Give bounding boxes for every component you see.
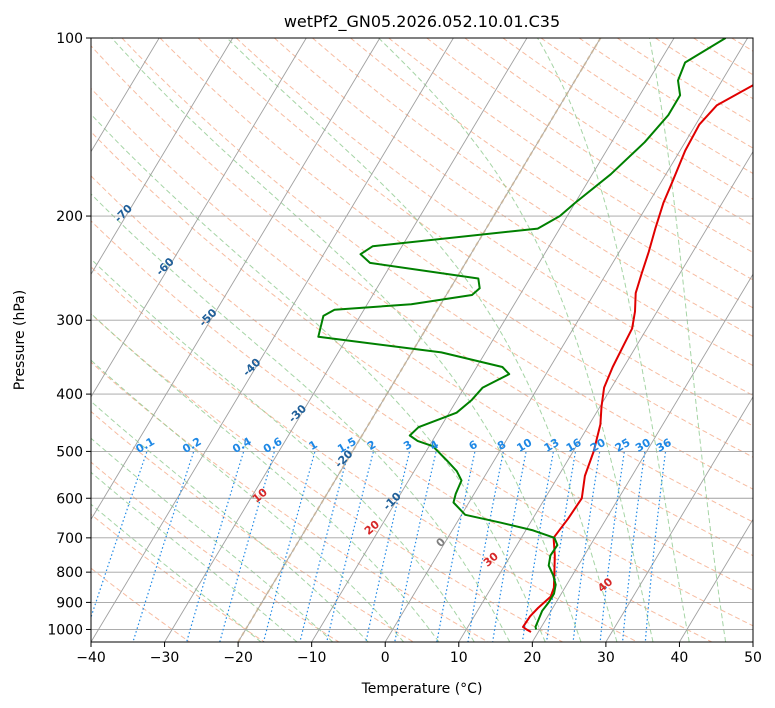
- mixing-ratio-line: [262, 451, 316, 642]
- x-tick-label: 20: [523, 650, 541, 666]
- y-tick-label: 700: [56, 531, 83, 547]
- mixing-ratio-line: [326, 451, 374, 642]
- mixing-ratio-line: [186, 451, 245, 642]
- isotherm: [311, 38, 675, 642]
- x-tick-label: 40: [671, 650, 689, 666]
- x-axis: −40 −30 −20 −10 0 10 20 30 40 50: [76, 642, 762, 666]
- isotherm: [0, 38, 12, 642]
- dry-adiabat: [91, 38, 563, 642]
- mixing-ratio-line: [521, 451, 554, 642]
- mixing-ratio-line: [572, 452, 601, 642]
- x-tick-label: 50: [744, 650, 762, 666]
- isotherm-label: -80: [70, 149, 93, 172]
- y-tick-label: 900: [56, 595, 83, 611]
- dry-adiabat: [91, 38, 713, 642]
- dry-adiabat: [502, 38, 753, 642]
- mixing-ratio-line: [132, 451, 195, 642]
- dry-adiabat: [121, 38, 753, 642]
- isotherm: [91, 38, 234, 642]
- mixing-ratio-line: [394, 451, 437, 642]
- mixing-ratio-line: [365, 451, 410, 642]
- dry-adiabat: [312, 38, 753, 642]
- plot-frame: [90, 37, 754, 643]
- dry-adiabat: [159, 38, 753, 642]
- y-tick-label: 400: [56, 387, 83, 403]
- dry-adiabat: [388, 38, 753, 642]
- mixing-ratio-line: [599, 452, 625, 642]
- dry-adiabat: [235, 38, 753, 642]
- special-isotherm: [237, 38, 602, 642]
- moist-adiabat: [537, 38, 690, 642]
- mixing-ratio-line: [644, 452, 667, 642]
- moist-adiabat: [91, 234, 334, 642]
- mixing-ratio-line: [622, 452, 646, 642]
- isotherm: [91, 38, 307, 642]
- moist-adiabat: [648, 38, 727, 642]
- y-axis-title: Pressure (hPa): [12, 290, 28, 390]
- mixing-ratio-line: [219, 451, 275, 642]
- dry-adiabat: [91, 38, 489, 642]
- isotherm-label: -90: [29, 95, 52, 118]
- mixing-ratio-line: [546, 452, 576, 642]
- mixing-ratio-line: [467, 451, 504, 642]
- dry-adiabat: [91, 38, 753, 642]
- x-tick-label: 10: [450, 650, 468, 666]
- y-tick-label: 1000: [47, 622, 83, 638]
- mixing-ratio-line: [299, 451, 350, 642]
- dry-adiabat: [197, 38, 753, 642]
- sounding-series: [317, 38, 753, 633]
- dry-adiabat: [91, 38, 265, 642]
- x-tick-label: −20: [223, 650, 253, 666]
- moist-adiabat: [378, 38, 654, 642]
- chart-title: wetPf2_GN05.2026.052.10.01.C35: [284, 12, 560, 32]
- isotherm: [91, 38, 160, 642]
- isotherm: [91, 38, 454, 642]
- y-tick-label: 100: [56, 31, 83, 47]
- temperature-profile: [522, 38, 753, 633]
- isotherm-label: -100: [0, 38, 14, 67]
- moist-adiabat: [91, 38, 546, 642]
- isotherm: [752, 38, 753, 642]
- isotherm: [458, 38, 753, 642]
- plot-area: [91, 38, 753, 642]
- dry-adiabat: [91, 38, 753, 642]
- isotherm: [91, 38, 381, 642]
- x-tick-label: 30: [597, 650, 615, 666]
- x-tick-label: −40: [76, 650, 106, 666]
- mixing-ratio-line: [436, 451, 476, 642]
- mixing-ratio-line: [91, 451, 148, 642]
- background-grid: [0, 38, 753, 642]
- isotherm: [605, 38, 753, 642]
- isotherm: [531, 38, 753, 642]
- moist-adiabat: [91, 181, 404, 642]
- dry-adiabat: [464, 38, 753, 642]
- dry-adiabat: [578, 38, 753, 642]
- isotherm: [384, 38, 749, 642]
- x-tick-label: −30: [150, 650, 180, 666]
- y-axis: 100 200 300 400 500 600 700 800 900 1000: [47, 31, 91, 638]
- x-axis-title: Temperature (°C): [361, 681, 483, 697]
- dry-adiabat: [426, 38, 753, 642]
- x-tick-label: 0: [381, 650, 390, 666]
- moist-adiabat: [91, 114, 475, 642]
- y-tick-label: 200: [56, 209, 83, 225]
- dry-adiabat: [91, 38, 340, 642]
- x-tick-label: −10: [297, 650, 327, 666]
- y-tick-label: 600: [56, 491, 83, 507]
- moist-adiabat: [91, 278, 262, 642]
- moist-adiabat: [91, 209, 369, 642]
- mixing-ratio-line: [492, 451, 527, 642]
- isotherm: [679, 38, 753, 642]
- y-tick-label: 500: [56, 444, 83, 460]
- moist-adiabat: [111, 38, 582, 642]
- dewpoint-profile: [317, 38, 727, 630]
- y-tick-label: 800: [56, 565, 83, 581]
- dry-adiabat: [274, 38, 753, 642]
- y-tick-label: 300: [56, 313, 83, 329]
